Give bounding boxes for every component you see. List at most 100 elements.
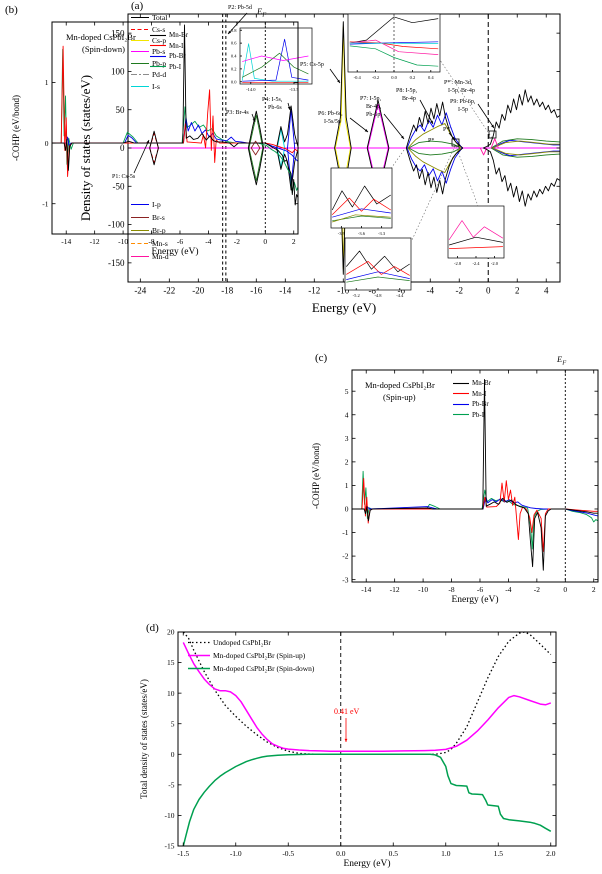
legend-line-swatch bbox=[131, 242, 149, 245]
svg-text:-1.5: -1.5 bbox=[177, 849, 189, 858]
svg-text:-10: -10 bbox=[418, 585, 428, 594]
svg-text:-8: -8 bbox=[448, 585, 454, 594]
legend-item: Total bbox=[131, 12, 167, 23]
svg-text:2: 2 bbox=[292, 237, 296, 246]
panel-b-xlabel: Energy (eV) bbox=[151, 247, 199, 257]
panel-d-label: (d) bbox=[146, 622, 159, 634]
svg-text:-2: -2 bbox=[234, 237, 240, 246]
legend-item: Undoped CsPbI₂Br bbox=[188, 636, 314, 649]
svg-text:-0.4: -0.4 bbox=[354, 75, 362, 80]
legend-label: Total bbox=[152, 13, 168, 23]
svg-text:0.0: 0.0 bbox=[391, 75, 397, 80]
svg-text:0: 0 bbox=[171, 750, 175, 759]
svg-text:1.5: 1.5 bbox=[494, 849, 504, 858]
panel-c-label: (c) bbox=[315, 352, 328, 364]
cohp-spin-down-chart: -14 -12 -10 -8 -6 -4 -2 0 2 1 0 -1 bbox=[42, 21, 299, 246]
legend-line-swatch bbox=[188, 654, 210, 657]
svg-text:4: 4 bbox=[345, 410, 349, 419]
legend-line-swatch bbox=[188, 641, 210, 644]
svg-text:0.6: 0.6 bbox=[231, 41, 237, 46]
panel-c-cohp-spin-up: -14 -12 -10 -8 -6 -4 -2 0 2 5 4 3 2 1 0 -1 -2 -3 (c) -COH… bbox=[301, 348, 602, 612]
cohp-spin-up-chart: -14 -12 -10 -8 -6 -4 -2 0 2 5 4 3 2 1 0 -1 -2 -3 bbox=[342, 369, 599, 594]
dos-chart: -24 -22 -20 -18 -16 -14 -12 -10 -8 -6 -4 -2 0 2 415010… bbox=[108, 12, 561, 298]
legend-label: Pb-I bbox=[472, 410, 485, 419]
legend-label: I-s bbox=[152, 81, 160, 91]
svg-text:-4.4: -4.4 bbox=[396, 293, 404, 298]
annotation: Br-4p, bbox=[366, 104, 382, 110]
panel-a-dos: -24 -22 -20 -18 -16 -14 -12 -10 -8 -6 -4 -2 0 2 4 150 10… bbox=[0, 0, 602, 348]
panel-a-xlabel: Energy (eV) bbox=[311, 300, 377, 315]
svg-text:-0.5: -0.5 bbox=[282, 849, 294, 858]
panel-c-legend: Mn-Br Mn-I Pb-Br Pb-I bbox=[453, 378, 491, 420]
legend-line-swatch bbox=[131, 74, 149, 76]
annotation: P4: I-5s, bbox=[262, 97, 283, 103]
legend-label: Mn-s bbox=[152, 239, 168, 248]
legend-line-swatch bbox=[150, 45, 166, 47]
annotation: I-5p, Br-4p bbox=[448, 88, 475, 94]
legend-line-swatch bbox=[131, 216, 149, 219]
legend-line-swatch bbox=[131, 85, 149, 87]
svg-text:-22: -22 bbox=[163, 286, 175, 296]
total-dos-chart: -1.5 -1.0 -0.5 0.0 0.5 1.0 1.5 2.0 20 15 10 5 0 -5 -10… bbox=[165, 628, 557, 858]
legend-line-swatch bbox=[453, 393, 469, 395]
legend-line-swatch bbox=[131, 62, 149, 64]
svg-text:-10: -10 bbox=[118, 237, 128, 246]
svg-text:-18: -18 bbox=[221, 286, 233, 296]
panel-c-subtitle: (Spin-up) bbox=[383, 392, 416, 402]
svg-text:0: 0 bbox=[120, 143, 125, 153]
svg-text:-4.8: -4.8 bbox=[374, 293, 382, 298]
legend-label: Undoped CsPbI₂Br bbox=[213, 638, 271, 647]
svg-text:2.0: 2.0 bbox=[546, 849, 556, 858]
svg-text:-15: -15 bbox=[165, 842, 175, 851]
legend-label: Pb-p bbox=[152, 58, 167, 68]
legend-line-swatch bbox=[131, 17, 149, 19]
legend-label: Cs-s bbox=[152, 24, 166, 34]
legend-label: Mn-Br bbox=[169, 31, 189, 40]
legend-line-swatch bbox=[150, 34, 166, 36]
legend-label: I-p bbox=[152, 200, 161, 209]
svg-text:-50: -50 bbox=[113, 181, 125, 191]
legend-item: Mn-I bbox=[453, 389, 491, 400]
panel-c-xlabel: Energy (eV) bbox=[451, 595, 499, 605]
svg-text:-1: -1 bbox=[42, 199, 48, 208]
legend-label: Pb-Br bbox=[169, 52, 186, 61]
svg-text:0.0: 0.0 bbox=[336, 849, 346, 858]
legend-line-swatch bbox=[453, 382, 469, 384]
svg-text:0.2: 0.2 bbox=[231, 66, 237, 71]
svg-text:-14: -14 bbox=[279, 286, 291, 296]
svg-text:0: 0 bbox=[345, 505, 349, 514]
svg-text:-14: -14 bbox=[61, 237, 71, 246]
svg-text:-20: -20 bbox=[192, 286, 204, 296]
svg-text:5: 5 bbox=[345, 387, 349, 396]
legend-label: Mn-d bbox=[152, 252, 169, 261]
legend-item: Cs-s bbox=[131, 23, 167, 34]
annotation: P2: Pb-5d bbox=[228, 5, 252, 11]
svg-text:-100: -100 bbox=[108, 220, 125, 230]
svg-text:-2: -2 bbox=[534, 585, 540, 594]
svg-text:-8: -8 bbox=[148, 237, 154, 246]
svg-text:5: 5 bbox=[171, 719, 175, 728]
legend-line-swatch bbox=[131, 203, 149, 206]
svg-text:0.0: 0.0 bbox=[231, 79, 237, 84]
annotation: P*' bbox=[443, 127, 451, 133]
legend-item: Pb-s bbox=[131, 46, 167, 57]
svg-text:-14.0: -14.0 bbox=[246, 87, 256, 92]
annotation: Pb-6p bbox=[366, 112, 381, 118]
svg-text:-3.6: -3.6 bbox=[358, 231, 366, 236]
svg-text:1: 1 bbox=[345, 481, 349, 490]
panel-b-legend: Mn-Br Mn-I Pb-Br Pb-I bbox=[150, 30, 188, 72]
panel-a-legend-lower: I-p Br-s Br-p Mn-s Mn-d bbox=[131, 198, 169, 263]
legend-label: Mn-I bbox=[169, 41, 184, 50]
legend-label: Br-p bbox=[152, 226, 166, 235]
annotation: P7: I-5p, bbox=[360, 96, 381, 102]
svg-text:-2.0: -2.0 bbox=[491, 261, 499, 266]
svg-text:-10: -10 bbox=[337, 286, 349, 296]
legend-line-swatch bbox=[453, 414, 469, 416]
svg-text:100: 100 bbox=[111, 67, 125, 77]
svg-text:-6: -6 bbox=[477, 585, 483, 594]
svg-text:-12: -12 bbox=[308, 286, 320, 296]
svg-text:2: 2 bbox=[592, 585, 596, 594]
svg-text:4: 4 bbox=[544, 286, 549, 296]
svg-text:-16: -16 bbox=[250, 286, 262, 296]
svg-text:0: 0 bbox=[563, 585, 567, 594]
